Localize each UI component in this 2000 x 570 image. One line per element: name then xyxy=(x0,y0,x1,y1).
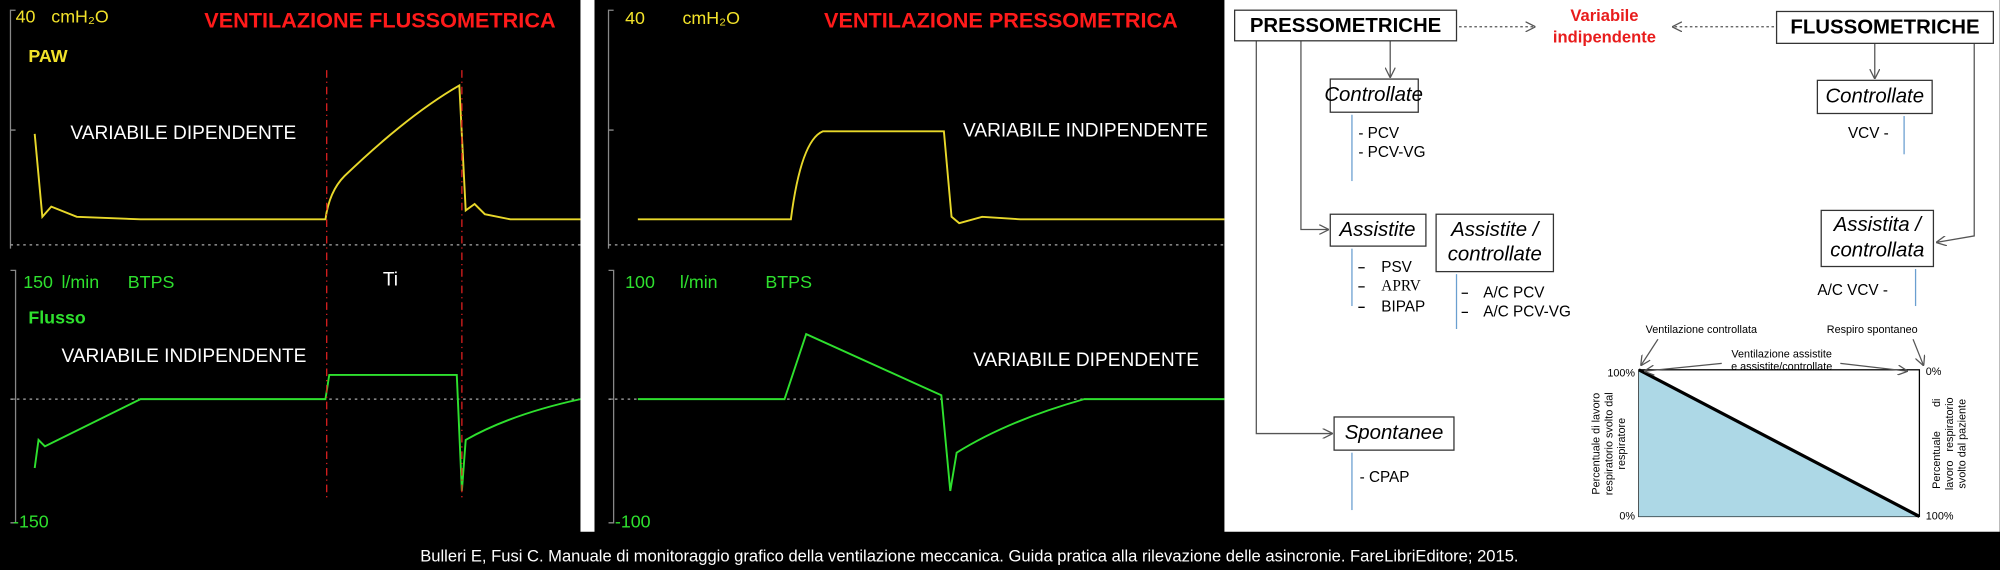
label: e assistite/controllate xyxy=(1731,361,1832,373)
axis-line: Percentuale di lavoro xyxy=(1591,393,1603,495)
axis-line: svolto dal paziente xyxy=(1957,399,1969,489)
node: controllata xyxy=(1830,240,1924,262)
node: Assistite / xyxy=(1450,219,1541,241)
axis-title: Percentuale di lavoro respiratorio svolt… xyxy=(1931,397,1969,490)
box xyxy=(1329,78,1419,113)
scale: 100 xyxy=(625,272,655,292)
box xyxy=(1816,79,1933,115)
note: VARIABILE DIPENDENTE xyxy=(70,123,296,144)
root: FLUSSOMETRICHE xyxy=(1790,16,1979,38)
label: PAW xyxy=(28,46,67,66)
pointer xyxy=(1641,338,1659,365)
box xyxy=(1329,213,1427,247)
ref: BTPS xyxy=(765,272,812,292)
connector xyxy=(1255,40,1331,434)
note: VARIABILE INDIPENDENTE xyxy=(61,346,306,367)
node: Spontanee xyxy=(1345,422,1444,444)
axis-line: lavoro respiratorio xyxy=(1944,397,1956,490)
item: - PCV xyxy=(1358,125,1400,142)
axis-line: Percentuale di xyxy=(1931,399,1943,489)
item: BIPAP xyxy=(1381,298,1425,315)
pressure-wave xyxy=(33,83,581,221)
item: A/C PCV xyxy=(1483,284,1545,301)
pressure-panel: 40 cmH₂O VENTILAZIONE PRESSOMETRICA VARI… xyxy=(607,7,1225,532)
pointer xyxy=(1912,338,1923,365)
item: - CPAP xyxy=(1360,469,1410,486)
box xyxy=(1820,209,1935,268)
label: Flusso xyxy=(28,308,86,328)
unit: cmH₂O xyxy=(682,8,740,28)
label: Ventilazione controllata xyxy=(1646,324,1758,336)
node: Assistite xyxy=(1338,219,1415,241)
scale: 40 xyxy=(625,8,645,28)
connector xyxy=(1937,43,1975,242)
label: Respiro spontaneo xyxy=(1827,324,1918,336)
tick: 100% xyxy=(1607,367,1635,379)
min: -150 xyxy=(13,512,49,532)
box xyxy=(1233,9,1458,42)
node: Controllate xyxy=(1324,84,1423,106)
flow-panel: 40 cmH₂O VENTILAZIONE FLUSSOMETRICA PAW … xyxy=(9,7,581,532)
center-label: indipendente xyxy=(1553,28,1656,47)
node: Assistita / xyxy=(1833,214,1924,236)
flow-wave xyxy=(33,373,581,492)
root: PRESSOMETRICHE xyxy=(1250,15,1441,37)
center-label: Variabile xyxy=(1570,6,1638,25)
axis-title: Percentuale di lavoro respiratorio svolt… xyxy=(1591,392,1629,495)
min: -100 xyxy=(615,512,651,532)
node: controllate xyxy=(1448,243,1542,265)
label: Ventilazione assistite xyxy=(1731,348,1832,360)
tick: 0% xyxy=(1619,510,1635,522)
box xyxy=(1775,10,1994,44)
ti: Ti xyxy=(383,270,398,291)
axis xyxy=(9,9,17,524)
item: APRV xyxy=(1381,277,1421,294)
pointer xyxy=(1645,362,1722,371)
unit: l/min xyxy=(680,272,718,292)
tick: 0% xyxy=(1926,366,1942,378)
title: VENTILAZIONE PRESSOMETRICA xyxy=(824,7,1178,32)
scale: 40 xyxy=(16,7,36,27)
pressure-wave xyxy=(637,130,1225,225)
ref: BTPS xyxy=(128,272,175,292)
diagonal xyxy=(1638,368,1921,518)
dash xyxy=(1358,267,1365,308)
item: - PCV-VG xyxy=(1358,144,1425,161)
axis-line: respiratorio svolto dal xyxy=(1603,392,1615,495)
connector xyxy=(1300,40,1328,230)
note: VARIABILE INDIPENDENTE xyxy=(963,120,1208,141)
item: A/C PCV-VG xyxy=(1483,303,1571,320)
caption: Bulleri E, Fusi C. Manuale di monitoragg… xyxy=(420,547,1518,566)
unit: l/min xyxy=(61,272,99,292)
axis-line: respiratore xyxy=(1616,418,1628,470)
note: VARIABILE DIPENDENTE xyxy=(973,350,1199,371)
dash xyxy=(1461,292,1468,314)
separator xyxy=(580,0,595,532)
box xyxy=(1333,416,1455,451)
axis xyxy=(607,9,615,524)
flow-wave xyxy=(637,332,1225,492)
box xyxy=(1435,213,1555,273)
tick: 100% xyxy=(1926,510,1954,522)
item: PSV xyxy=(1381,259,1412,276)
unit: cmH₂O xyxy=(51,7,109,27)
pointer xyxy=(1840,362,1906,371)
scale: 150 xyxy=(23,272,53,292)
node: Controllate xyxy=(1825,85,1924,107)
classification-diagram: PRESSOMETRICHE FLUSSOMETRICHE Variabile … xyxy=(1233,6,1994,511)
work-chart: Ventilazione controllata Respiro spontan… xyxy=(1591,324,1969,522)
item: VCV - xyxy=(1848,125,1889,142)
item: A/C VCV - xyxy=(1817,282,1888,299)
title: VENTILAZIONE FLUSSOMETRICA xyxy=(204,7,556,32)
